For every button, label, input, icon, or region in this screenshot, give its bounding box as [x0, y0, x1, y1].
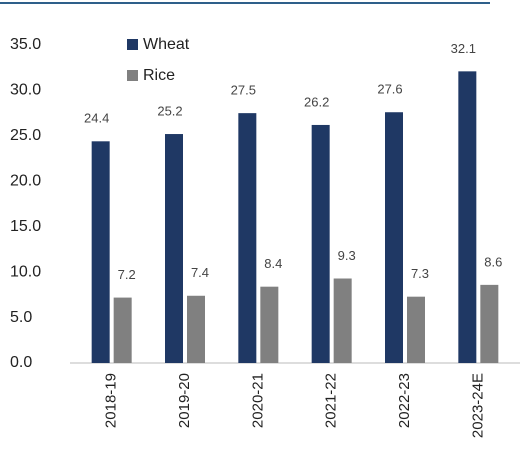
data-label: 27.6 [377, 82, 402, 97]
bar [238, 113, 257, 364]
x-tick-label: 2020-21 [249, 373, 266, 428]
data-label: 26.2 [304, 94, 329, 109]
y-tick-label: 10.0 [10, 263, 41, 280]
bar [458, 71, 477, 363]
x-tick-label: 2019-20 [176, 373, 193, 428]
bar [260, 286, 279, 363]
y-tick-label: 5.0 [10, 309, 32, 326]
data-label: 25.2 [157, 103, 182, 118]
legend-label: Rice [143, 67, 175, 84]
bar [187, 295, 205, 363]
data-label: 7.2 [118, 267, 136, 282]
data-label: 7.3 [411, 266, 429, 281]
data-label: 27.5 [231, 83, 256, 98]
x-tick-label: 2021-22 [323, 373, 340, 428]
y-tick-label: 20.0 [10, 173, 41, 190]
bar [407, 296, 425, 363]
data-label: 32.1 [451, 41, 476, 56]
bar [480, 284, 499, 363]
x-tick-label: 2022-23 [396, 373, 413, 428]
data-label: 7.4 [191, 265, 209, 280]
data-label: 8.6 [484, 254, 502, 269]
y-tick-label: 25.0 [10, 127, 41, 144]
bar [311, 124, 330, 363]
x-tick-label: 2018-19 [103, 373, 120, 428]
y-tick-label: 0.0 [10, 354, 32, 371]
x-tick-label: 2023-24E [469, 373, 486, 438]
legend-swatch [127, 70, 138, 81]
data-label: 9.3 [338, 248, 356, 263]
data-label: 8.4 [264, 256, 282, 271]
y-tick-label: 15.0 [10, 218, 41, 235]
bar [113, 297, 132, 363]
legend-label: Wheat [143, 36, 190, 53]
y-tick-label: 30.0 [10, 82, 41, 99]
bar [165, 134, 183, 363]
bar [333, 278, 352, 363]
legend-swatch [127, 39, 138, 50]
bar [385, 112, 403, 363]
y-tick-label: 35.0 [10, 36, 41, 53]
data-label: 24.4 [84, 111, 109, 126]
bar [91, 141, 110, 363]
